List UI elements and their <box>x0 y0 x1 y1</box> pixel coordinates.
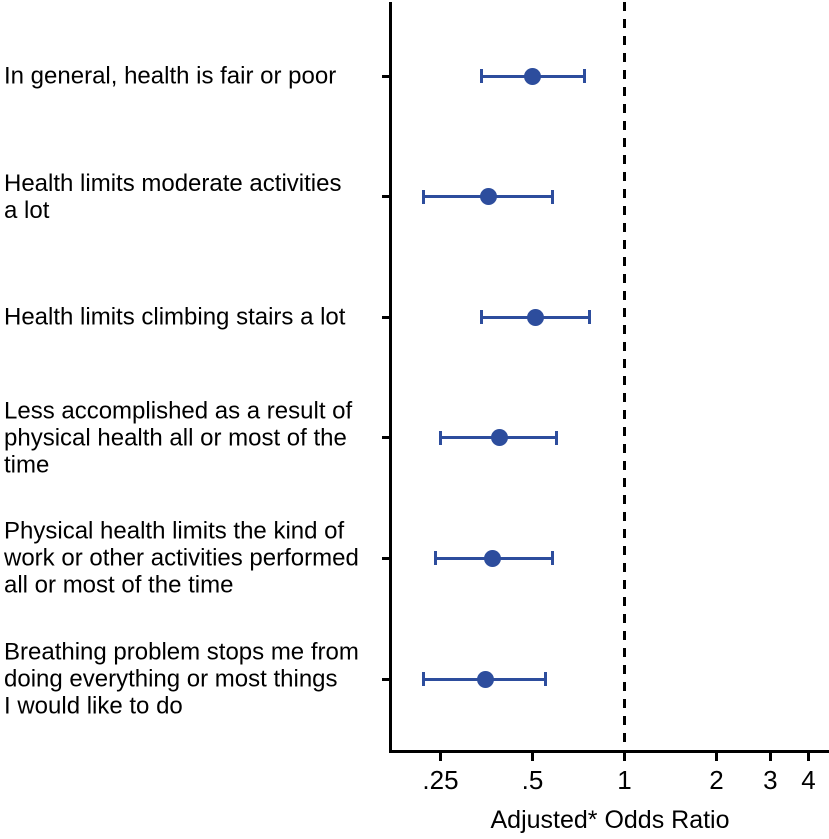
row-label: Breathing problem stops me from doing eve… <box>4 639 386 720</box>
y-axis-line <box>389 2 392 753</box>
row-label-line: all or most of the time <box>4 571 234 599</box>
odds-ratio-dot <box>526 308 544 326</box>
row-label: Health limits moderate activities a lot <box>4 170 386 224</box>
x-axis-tick <box>807 752 810 761</box>
row-label-line: Physical health limits the kind of <box>4 517 345 545</box>
ci-cap-left <box>479 69 483 83</box>
row-label-line: Health limits climbing stairs a lot <box>4 303 346 331</box>
y-axis-tick <box>382 556 391 560</box>
ci-cap-left <box>422 189 426 204</box>
ci-cap-right <box>550 189 554 204</box>
y-axis-tick <box>382 195 391 199</box>
x-tick-label: .25 <box>422 765 459 795</box>
row-label: Less accomplished as a result of physical… <box>4 397 386 478</box>
row-label: Physical health limits the kind of work o… <box>4 518 386 599</box>
y-axis-tick <box>382 74 391 78</box>
x-axis-tick <box>531 752 534 761</box>
row-label-line: work or other activities performed <box>4 544 359 572</box>
x-axis-tick <box>715 752 718 761</box>
row-label-line: Breathing problem stops me from <box>4 638 359 666</box>
row-label: Health limits climbing stairs a lot <box>4 304 386 331</box>
odds-ratio-dot <box>524 67 541 85</box>
row-label-line: doing everything or most things <box>4 665 338 693</box>
ci-cap-left <box>433 551 437 566</box>
x-axis-line <box>389 750 829 753</box>
ci-cap-right <box>543 672 547 686</box>
row-label: In general, health is fair or poor <box>4 63 386 90</box>
x-tick-label: 2 <box>709 765 724 795</box>
x-axis-title: Adjusted* Odds Ratio <box>490 806 730 834</box>
ci-cap-left <box>439 430 442 445</box>
y-axis-tick <box>382 315 391 319</box>
row-label-line: I would like to do <box>4 692 183 720</box>
x-axis-tick <box>768 752 772 761</box>
x-tick-label: 4 <box>801 765 816 795</box>
ci-cap-right <box>583 69 587 83</box>
ci-cap-right <box>555 430 559 445</box>
ci-cap-right <box>588 310 592 325</box>
x-tick-label: 1 <box>617 765 632 795</box>
y-axis-tick <box>382 677 391 681</box>
x-tick-label: .5 <box>521 765 544 795</box>
ci-cap-left <box>422 672 426 686</box>
odds-ratio-dot <box>480 188 498 206</box>
row-label-line: Health limits moderate activities <box>4 169 342 197</box>
ci-cap-right <box>550 551 554 566</box>
row-label-line: Less accomplished as a result of <box>4 397 353 425</box>
y-axis-tick <box>382 436 391 440</box>
odds-ratio-dot <box>484 549 502 567</box>
row-label-line: time <box>4 451 50 479</box>
row-label-line: a lot <box>4 196 50 224</box>
x-tick-label: 3 <box>763 765 778 795</box>
odds-ratio-dot <box>491 429 509 447</box>
odds-ratio-dot <box>476 670 494 688</box>
row-label-line: physical health all or most of the <box>4 424 347 452</box>
x-axis-tick <box>439 752 442 761</box>
x-axis-tick <box>623 752 626 761</box>
ci-cap-left <box>479 310 483 325</box>
reference-line-or-1 <box>623 2 626 751</box>
row-label-line: In general, health is fair or poor <box>4 62 337 90</box>
